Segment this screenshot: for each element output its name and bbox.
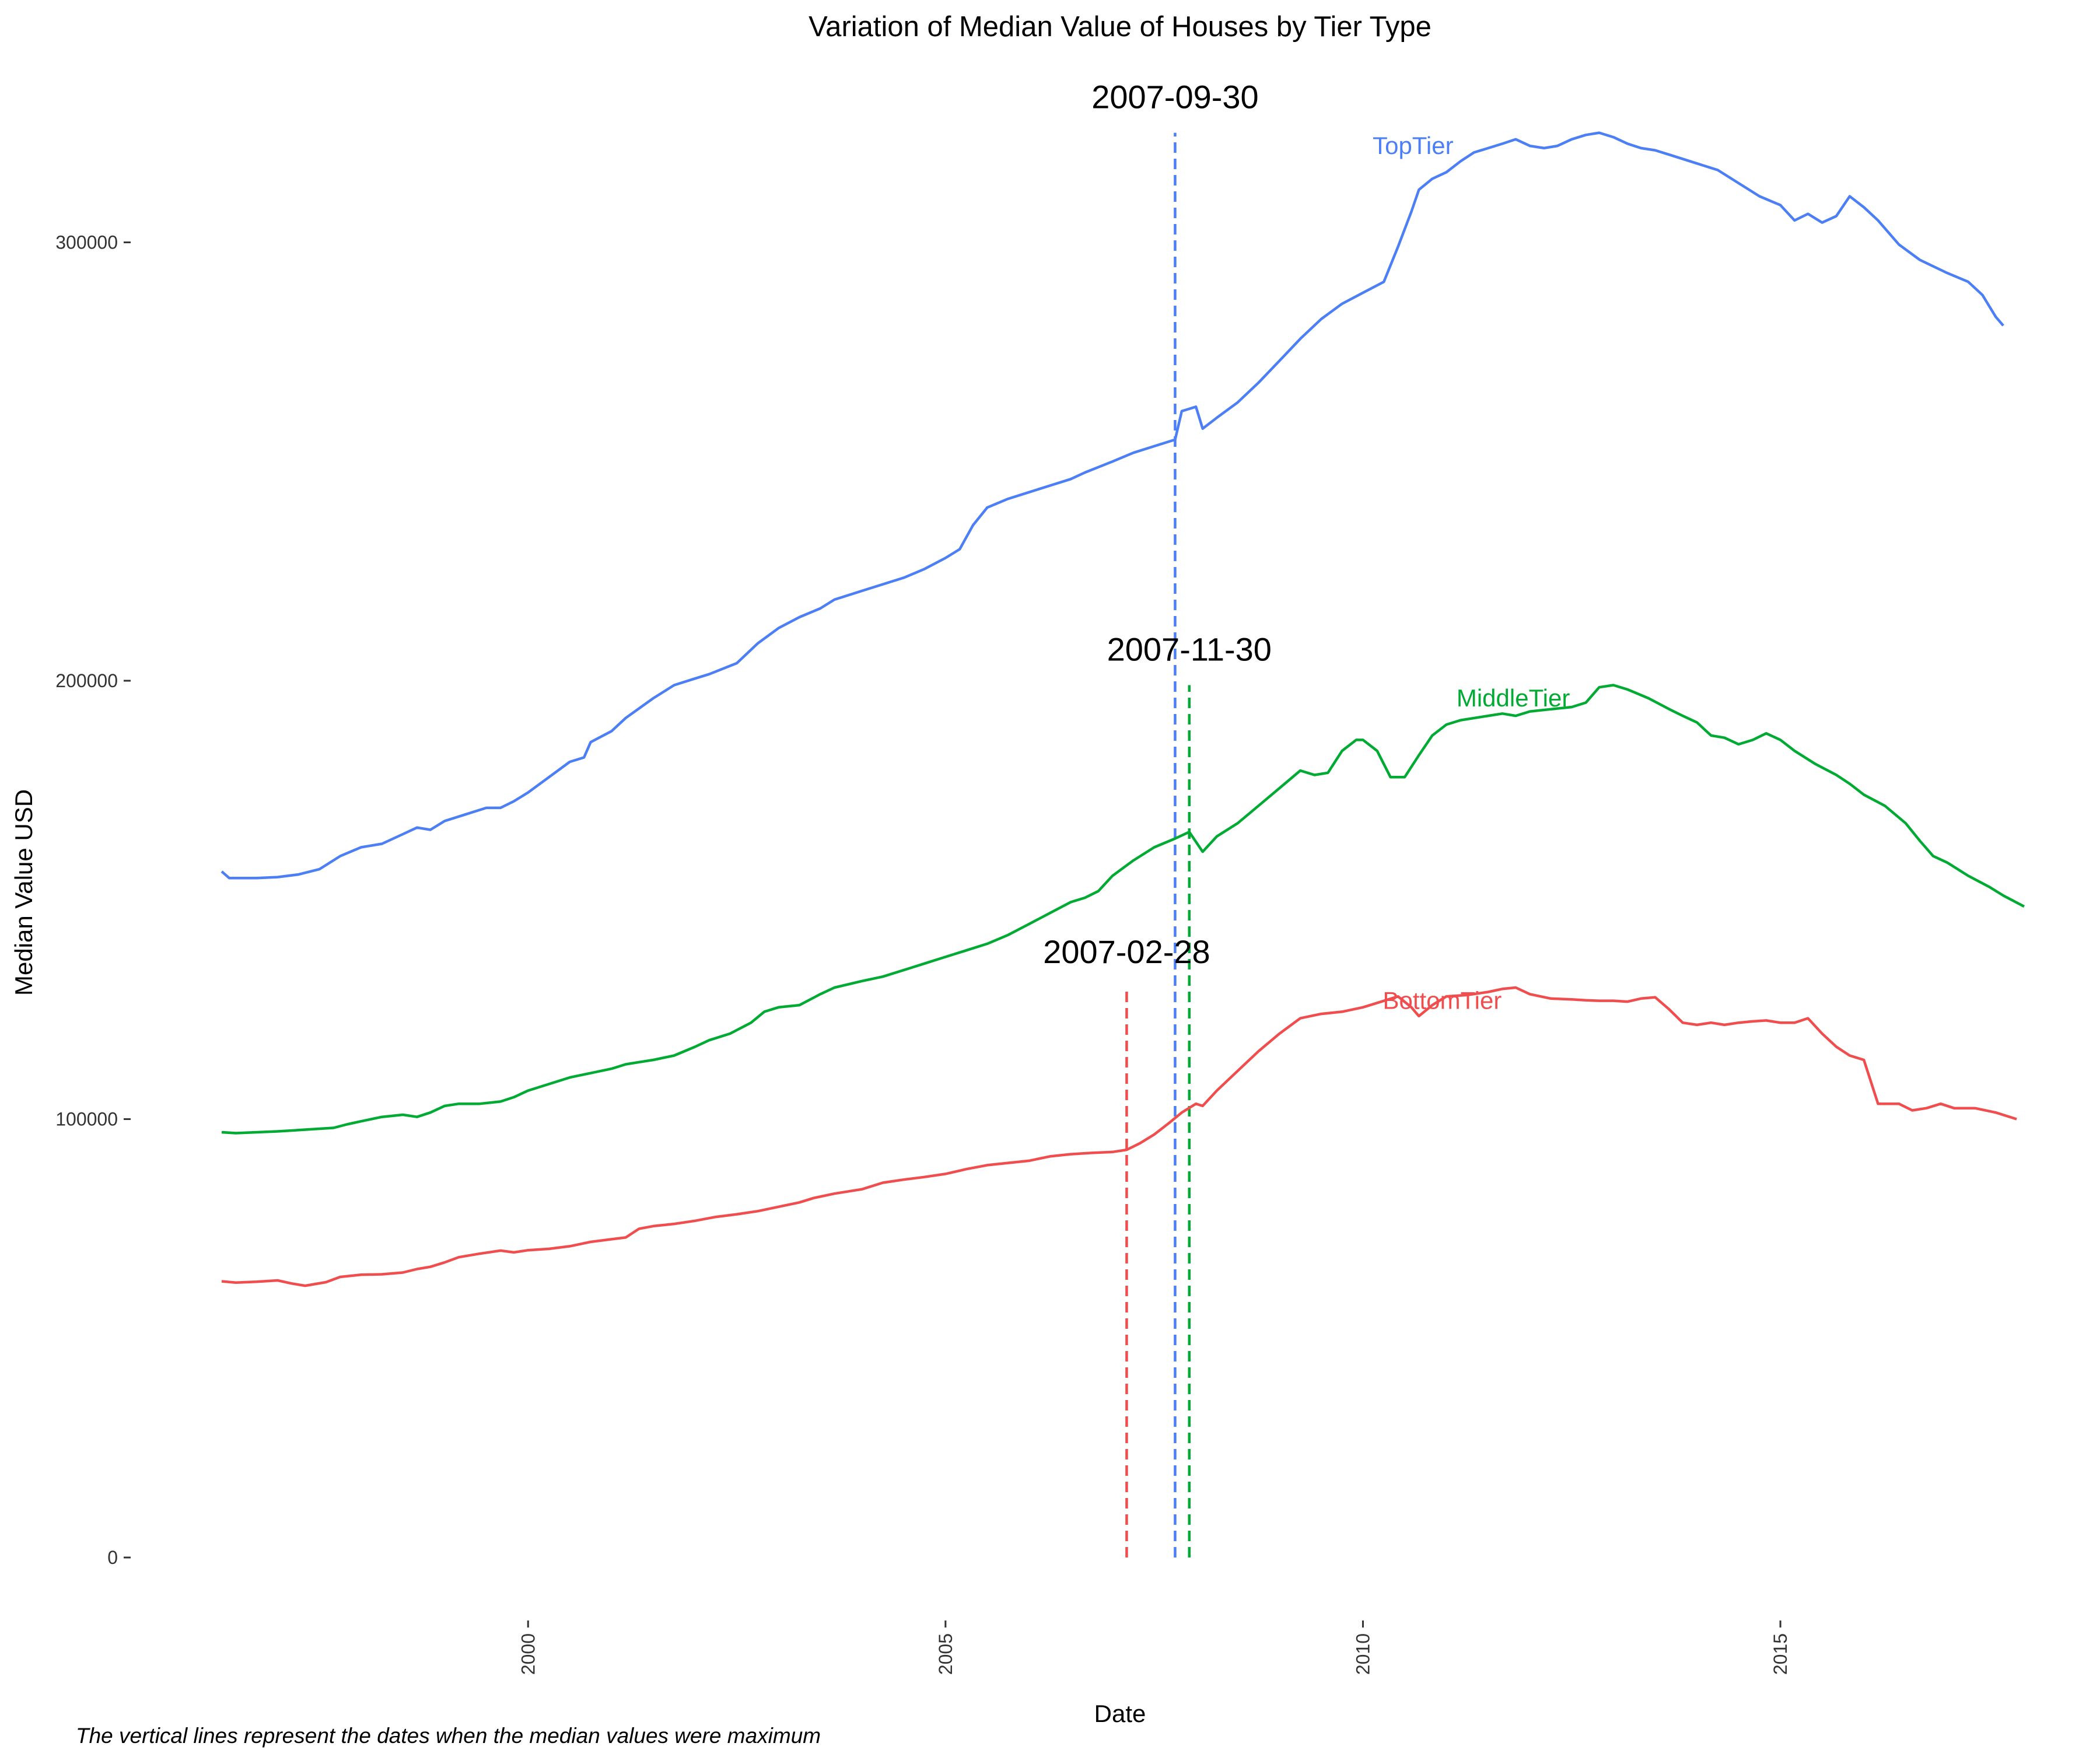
y-axis-title: Median Value USD xyxy=(10,789,37,996)
peak-label-toptier: 2007-09-30 xyxy=(1091,79,1258,116)
x-axis-title: Date xyxy=(1094,1700,1146,1727)
x-tick-label-2000: 2000 xyxy=(517,1633,538,1675)
series-label-toptier: TopTier xyxy=(1373,132,1454,159)
x-axis: 2000 2005 2010 2015 xyxy=(517,1620,1791,1675)
peak-labels: 2007-09-30 2007-11-30 2007-02-28 xyxy=(1043,79,1272,970)
series-line-middletier xyxy=(221,684,2025,1135)
series-lines xyxy=(220,131,2025,1287)
x-tick-label-2010: 2010 xyxy=(1352,1633,1373,1675)
peak-lines xyxy=(1125,132,1191,1558)
y-tick-label-100000: 100000 xyxy=(55,1108,118,1129)
x-tick-label-2005: 2005 xyxy=(935,1633,956,1675)
series-label-middletier: MiddleTier xyxy=(1457,684,1570,712)
chart-caption: The vertical lines represent the dates w… xyxy=(76,1724,821,1748)
peak-label-middletier: 2007-11-30 xyxy=(1107,631,1272,667)
series-labels: TopTier MiddleTier BottomTier xyxy=(1373,132,1570,1014)
y-axis: 0 100000 200000 300000 xyxy=(55,232,131,1568)
peak-label-bottomtier: 2007-02-28 xyxy=(1043,933,1210,970)
series-line-bottomtier xyxy=(221,986,2017,1287)
y-tick-label-0: 0 xyxy=(107,1547,118,1568)
series-line-toptier xyxy=(220,131,2004,880)
y-tick-label-300000: 300000 xyxy=(55,232,118,253)
chart-title: Variation of Median Value of Houses by T… xyxy=(808,11,1432,43)
series-label-bottomtier: BottomTier xyxy=(1383,987,1502,1014)
y-tick-label-200000: 200000 xyxy=(55,670,118,691)
x-tick-label-2015: 2015 xyxy=(1770,1633,1791,1675)
